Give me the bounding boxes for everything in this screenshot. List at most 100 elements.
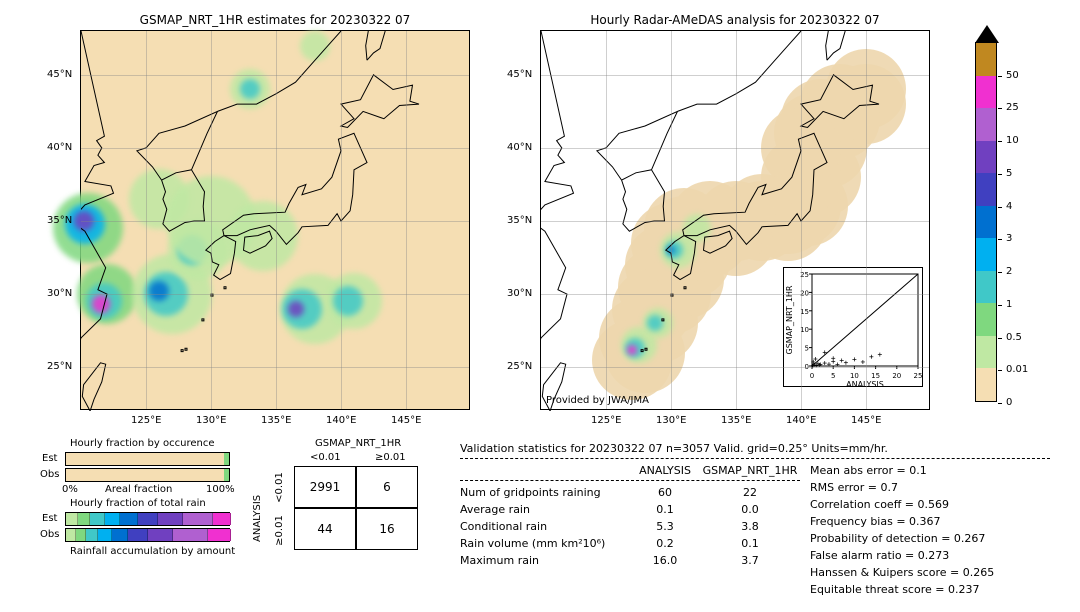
colorbar-seg	[976, 76, 996, 109]
gridline-lat	[81, 75, 469, 76]
gridline-lat	[541, 75, 929, 76]
metric-row: Hanssen & Kuipers score = 0.265	[810, 564, 1040, 581]
lat-label: 30°N	[507, 288, 532, 299]
gridline-lat	[541, 367, 929, 368]
colorbar-tickline	[998, 207, 1002, 208]
scatter-plot: 00551010151520202525ANALYSISGSMAP_NRT_1H…	[784, 268, 924, 388]
colorbar-tickline	[998, 403, 1002, 404]
colorbar-tickline	[998, 108, 1002, 109]
rain-seg	[112, 529, 128, 541]
lon-label: 125°E	[131, 415, 161, 426]
map-right-title: Hourly Radar-AMeDAS analysis for 2023032…	[541, 13, 929, 27]
occ-bar-obs	[65, 468, 230, 482]
colorbar-tick: 10	[1002, 135, 1023, 146]
divider2	[460, 480, 800, 481]
gridline-lon	[606, 31, 607, 409]
svg-text:25: 25	[914, 372, 923, 380]
gridline-lon	[146, 31, 147, 409]
colorbar-tickline	[998, 141, 1002, 142]
lon-label: 130°E	[656, 415, 686, 426]
rain-seg	[173, 529, 208, 541]
rain-seg	[86, 529, 98, 541]
colorbar-tickline	[998, 76, 1002, 77]
colorbar-tick: 25	[1002, 102, 1023, 113]
lon-label: 145°E	[391, 415, 421, 426]
svg-text:ANALYSIS: ANALYSIS	[846, 380, 884, 388]
rain-seg	[138, 513, 158, 525]
rain-seg	[66, 529, 76, 541]
gridline-lat	[81, 367, 469, 368]
x-label: Areal fraction	[105, 484, 172, 495]
svg-text:15: 15	[871, 372, 880, 380]
rain-seg	[78, 513, 90, 525]
colorbar-tick: 5	[1002, 168, 1016, 179]
colorbar-tickline	[998, 272, 1002, 273]
rain-seg	[66, 513, 78, 525]
ct-row-header: ANALYSIS	[252, 495, 263, 542]
lat-label: 45°N	[47, 69, 72, 80]
lon-label: 140°E	[326, 415, 356, 426]
rain-seg	[76, 529, 86, 541]
rain-seg	[208, 529, 231, 541]
lon-label: 145°E	[851, 415, 881, 426]
rain-bar-est	[65, 512, 230, 526]
colorbar-tick: 0.5	[1002, 332, 1026, 343]
colorbar-seg	[976, 238, 996, 271]
lat-label: 30°N	[47, 288, 72, 299]
lat-label: 40°N	[47, 142, 72, 153]
lat-label: 35°N	[47, 215, 72, 226]
colhead-gsmap: GSMAP_NRT_1HR	[700, 462, 800, 479]
colorbar-tickline	[998, 174, 1002, 175]
gridline-lon	[276, 31, 277, 409]
lat-label: 25°N	[507, 361, 532, 372]
colorbar-arrow-icon	[975, 25, 999, 43]
colorbar-tick: 50	[1002, 70, 1023, 81]
validation-stats: Validation statistics for 20230322 07 n=…	[460, 440, 1050, 598]
rain-seg	[213, 513, 231, 525]
lon-label: 130°E	[196, 415, 226, 426]
colorbar-tickline	[998, 239, 1002, 240]
row-label-est: Est	[42, 453, 57, 464]
ct-row-0: <0.01	[274, 472, 285, 503]
colorbar-seg	[976, 141, 996, 174]
col-headers: ANALYSIS GSMAP_NRT_1HR	[460, 462, 810, 479]
colorbar-seg	[976, 43, 996, 76]
metric-row: Mean abs error = 0.1	[810, 462, 1040, 479]
colhead-analysis: ANALYSIS	[630, 462, 700, 479]
svg-text:GSMAP_NRT_1HR: GSMAP_NRT_1HR	[785, 285, 794, 354]
validation-row: Conditional rain5.33.8	[460, 518, 810, 535]
lat-label: 40°N	[507, 142, 532, 153]
validation-row: Rain volume (mm km²10⁶)0.20.1	[460, 535, 810, 552]
gridline-lat	[81, 148, 469, 149]
metric-row: Equitable threat score = 0.237	[810, 581, 1040, 598]
colorbar: 00.010.512345102550	[975, 42, 997, 402]
rain-seg	[183, 513, 213, 525]
scatter-inset: 00551010151520202525ANALYSISGSMAP_NRT_1H…	[783, 267, 923, 387]
gridline-lon	[341, 31, 342, 409]
gridline-lat	[541, 294, 929, 295]
gridline-lon	[866, 31, 867, 409]
validation-row: Average rain0.10.0	[460, 501, 810, 518]
colorbar-tickline	[998, 305, 1002, 306]
colorbar-seg	[976, 206, 996, 239]
ct-col-0: <0.01	[310, 452, 341, 463]
divider	[460, 458, 1050, 459]
colorbar-tick: 0.01	[1002, 364, 1032, 375]
colorbar-seg	[976, 336, 996, 369]
ct-col-header: GSMAP_NRT_1HR	[315, 438, 401, 449]
accum-title: Rainfall accumulation by amount	[70, 546, 235, 557]
lon-label: 135°E	[721, 415, 751, 426]
lon-label: 125°E	[591, 415, 621, 426]
lat-label: 35°N	[507, 215, 532, 226]
occurrence-title: Hourly fraction by occurence	[70, 438, 214, 449]
map-left-title: GSMAP_NRT_1HR estimates for 20230322 07	[81, 13, 469, 27]
row-label-obs2: Obs	[40, 529, 59, 540]
ct-01: 6	[356, 466, 418, 508]
row-label-est2: Est	[42, 513, 57, 524]
ct-col-1: ≥0.01	[375, 452, 406, 463]
colorbar-tick: 4	[1002, 201, 1016, 212]
lon-label: 140°E	[786, 415, 816, 426]
colorbar-seg	[976, 173, 996, 206]
rain-seg	[120, 513, 138, 525]
svg-text:5: 5	[805, 345, 809, 353]
